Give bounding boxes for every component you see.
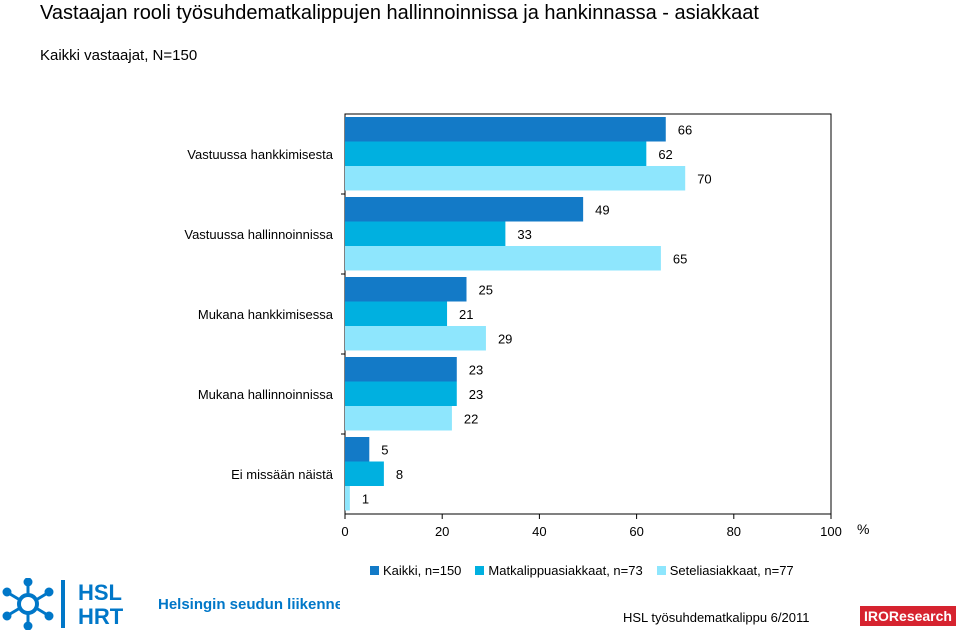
x-tick-label: 80 [727,524,741,539]
bar [345,326,486,351]
x-tick-label: 100 [820,524,842,539]
bar [345,117,666,142]
data-label: 49 [595,202,609,217]
x-unit-label: % [857,521,869,537]
legend-item-seteli: Seteliasiakkaat, n=77 [656,563,794,578]
legend-swatch [475,566,485,575]
data-label: 25 [479,282,493,297]
chart-title: Vastaajan rooli työsuhdematkalippujen ha… [40,2,759,24]
legend-swatch [370,566,379,575]
category-label: Vastuussa hallinnoinnissa [184,227,333,242]
logo-caption: Helsingin seudun liikenne [158,596,340,613]
legend-label: Kaikki, n=150 [383,563,462,578]
data-label: 21 [459,307,473,322]
hsl-emblem-icon [2,578,54,630]
bar [345,381,457,406]
x-tick-label: 0 [341,524,348,539]
bar [345,246,661,271]
category-label: Mukana hallinnoinnissa [198,387,334,402]
bar [345,301,448,326]
x-tick-label: 60 [629,524,643,539]
logo-hsl: HSL [78,580,122,605]
bar [345,357,457,382]
bar [345,277,467,302]
x-tick-label: 40 [532,524,546,539]
data-label: 8 [396,467,403,482]
category-label: Vastuussa hankkimisesta [187,147,333,162]
bar [345,461,384,486]
iroresearch-logo: IROResearch [860,606,956,626]
data-label: 29 [498,331,512,346]
bar [345,221,506,246]
data-label: 1 [362,491,369,506]
data-label: 23 [469,387,483,402]
bar [345,437,370,462]
bar-chart: Vastuussa hankkimisesta 66 62 70 Vastuussa h… [184,113,869,539]
legend: Kaikki, n=150 Matkalippuasiakkaat, n=73 … [370,563,794,578]
data-label: 70 [697,171,711,186]
logo-hrt: HRT [78,604,124,629]
legend-item-kaikki: Kaikki, n=150 [370,563,461,578]
data-label: 66 [678,122,692,137]
bar [345,141,647,166]
data-label: 23 [469,362,483,377]
bar [345,406,452,431]
category-label: Mukana hankkimisessa [198,307,334,322]
data-label: 33 [517,227,531,242]
legend-label: Matkalippuasiakkaat, n=73 [488,563,643,578]
data-label: 65 [673,251,687,266]
logo-divider [61,580,65,628]
legend-label: Seteliasiakkaat, n=77 [669,563,794,578]
source-note: HSL työsuhdematkalippu 6/2011 [623,610,810,625]
bar [345,197,584,222]
bar [345,166,686,191]
chart-subtitle: Kaikki vastaajat, N=150 [40,47,198,64]
hsl-logo: HSL HRT Helsingin seudun liikenne [2,578,340,630]
x-tick-label: 20 [435,524,449,539]
legend-item-matkalippu: Matkalippuasiakkaat, n=73 [475,563,643,578]
legend-swatch [656,566,666,575]
data-label: 5 [381,442,388,457]
category-label: Ei missään näistä [231,467,334,482]
bar [345,486,350,511]
data-label: 62 [658,147,672,162]
data-label: 22 [464,411,478,426]
